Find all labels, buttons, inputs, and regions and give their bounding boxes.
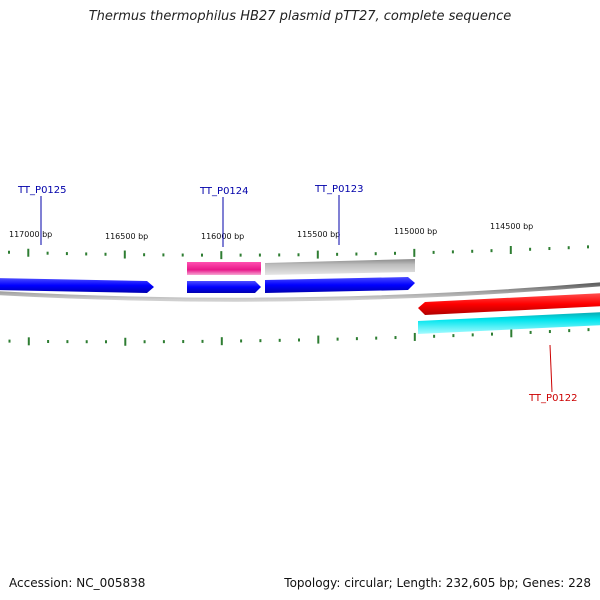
- scale-label: 115500 bp: [297, 230, 340, 239]
- scale-label: 114500 bp: [490, 222, 533, 231]
- topology-text: Topology: circular; Length: 232,605 bp; …: [284, 576, 591, 590]
- gene-labels: TT_P0125 TT_P0124 TT_P0123 TT_P0122: [17, 184, 578, 404]
- gene-arrow-tt-p0125[interactable]: [0, 278, 154, 293]
- gene-arrow-tt-p0122[interactable]: [418, 293, 600, 315]
- label-leaders: [40, 195, 553, 393]
- gene-label-tt-p0123[interactable]: TT_P0123: [314, 184, 364, 195]
- gene-arrow-tt-p0123[interactable]: [265, 277, 415, 293]
- scale-label: 117000 bp: [9, 230, 52, 239]
- scale-label: 115000 bp: [394, 227, 437, 236]
- gene-block-tt-p0123-gray[interactable]: [265, 259, 415, 275]
- scale-label: 116500 bp: [105, 232, 148, 241]
- backbone-ring: [0, 282, 600, 302]
- accession-text: Accession: NC_005838: [9, 576, 146, 590]
- gene-label-tt-p0125[interactable]: TT_P0125: [17, 185, 67, 196]
- gene-block-tt-p0122-cyan[interactable]: [418, 312, 600, 334]
- gene-label-tt-p0124[interactable]: TT_P0124: [199, 186, 249, 197]
- map-title: Thermus thermophilus HB27 plasmid pTT27,…: [88, 9, 512, 24]
- gene-block-tt-p0124-magenta[interactable]: [187, 262, 261, 275]
- scale-ticks: [8, 245, 590, 346]
- gene-label-tt-p0122[interactable]: TT_P0122: [528, 393, 578, 404]
- gene-block-tt-p0124-blue[interactable]: [187, 281, 261, 293]
- scale-labels: 117000 bp 116500 bp 116000 bp 115500 bp …: [9, 222, 533, 241]
